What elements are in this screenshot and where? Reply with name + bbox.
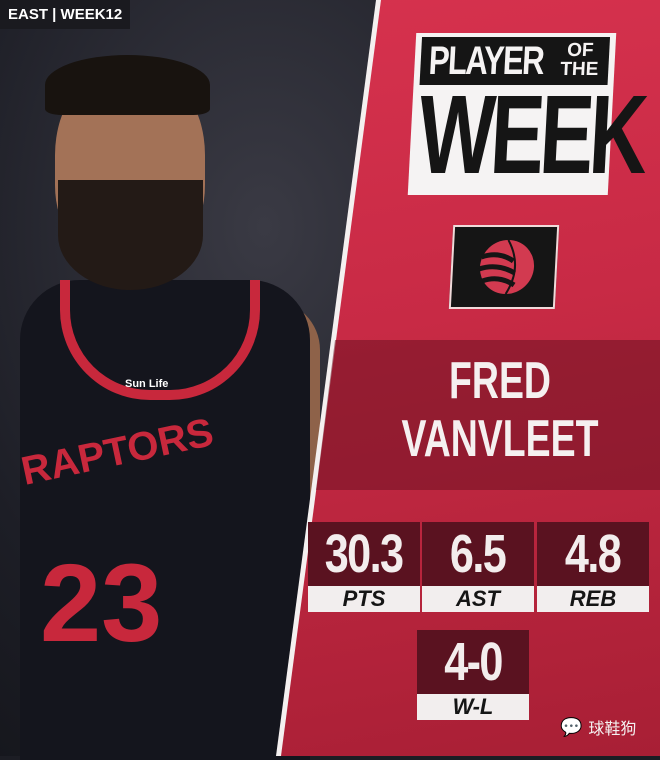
- raptors-logo: [448, 225, 560, 309]
- wechat-icon: 💬: [560, 716, 583, 737]
- player-hair: [45, 55, 210, 115]
- stat-label: REB: [537, 586, 649, 612]
- player-beard: [58, 180, 203, 290]
- name-band: [316, 340, 660, 490]
- stat-pts: 30.3 PTS: [308, 522, 420, 612]
- stat-label: W-L: [417, 694, 529, 720]
- stat-label: AST: [422, 586, 534, 612]
- stat-value: 30.3: [325, 524, 404, 584]
- stat-value: 6.5: [450, 524, 507, 584]
- player-name: FRED VANVLEET: [392, 352, 608, 468]
- watermark-text: 球鞋狗: [588, 721, 637, 738]
- jersey-number: 23: [40, 542, 163, 665]
- player-of-the-week-badge: PLAYER OF THE WEEK: [407, 33, 647, 197]
- title-of: OF: [566, 40, 595, 61]
- raptors-basketball-claw-icon: [478, 239, 535, 295]
- title-week: WEEK: [415, 72, 647, 197]
- conference-week-tag: EAST | WEEK12: [0, 0, 131, 29]
- jersey-sponsor: Sun Life: [125, 378, 169, 390]
- stat-label: PTS: [308, 586, 420, 612]
- player-last-name: VANVLEET: [401, 410, 599, 468]
- stat-ast: 6.5 AST: [422, 522, 534, 612]
- stat-wl: 4-0 W-L: [417, 630, 529, 720]
- watermark: 💬 球鞋狗: [560, 715, 636, 739]
- stat-reb: 4.8 REB: [537, 522, 649, 612]
- player-jersey: [20, 280, 310, 760]
- stat-value: 4.8: [565, 524, 622, 584]
- player-first-name: FRED: [449, 352, 551, 410]
- stat-value: 4-0: [444, 632, 503, 692]
